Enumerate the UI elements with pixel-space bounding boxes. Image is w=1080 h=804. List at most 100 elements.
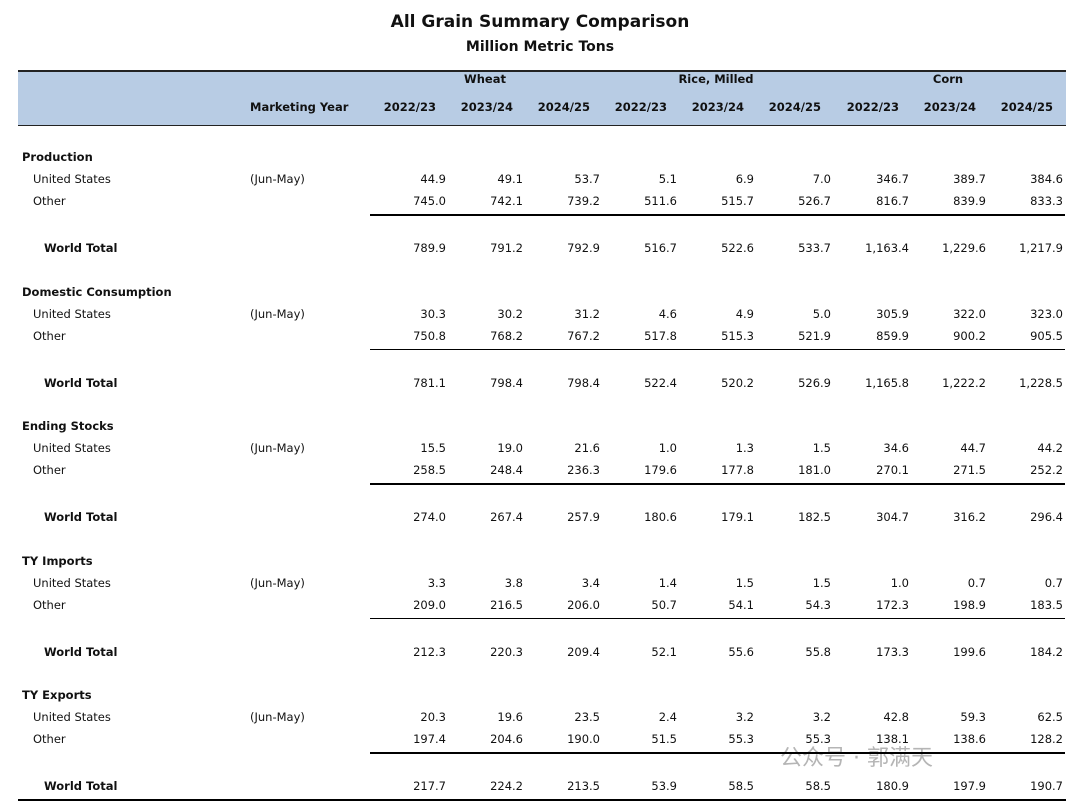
cell-value: 3.3 <box>427 575 446 590</box>
group-header: Corn <box>932 72 964 86</box>
cell-value: 384.6 <box>1030 172 1063 186</box>
cell-value: 1.5 <box>812 441 831 455</box>
cell-value: 62.5 <box>1037 710 1063 724</box>
cell-value: 1,163.4 <box>865 241 909 255</box>
cell-value: 258.5 <box>413 463 446 477</box>
cell-value: 53.7 <box>574 172 600 186</box>
cell-value: 517.8 <box>644 328 677 343</box>
section-title: TY Imports <box>22 553 93 568</box>
cell-value: 2.4 <box>658 710 677 724</box>
cell-value: 521.9 <box>798 328 831 343</box>
cell-value: 798.4 <box>567 375 600 390</box>
cell-value: 204.6 <box>490 732 523 746</box>
cell-value: 30.3 <box>420 306 446 321</box>
cell-value: 59.3 <box>960 710 986 724</box>
cell-value: 3.2 <box>735 710 754 724</box>
cell-value: 4.9 <box>735 306 754 321</box>
row-label: Other <box>33 463 66 477</box>
marketing-year: (Jun-May) <box>250 441 305 455</box>
cell-value: 0.7 <box>1044 575 1063 590</box>
header-band <box>18 70 1066 126</box>
cell-value: 177.8 <box>721 463 754 477</box>
cell-value: 199.6 <box>953 644 986 659</box>
cell-value: 516.7 <box>644 241 677 255</box>
cell-value: 257.9 <box>567 510 600 524</box>
cell-value: 520.2 <box>721 375 754 390</box>
cell-value: 3.8 <box>504 575 523 590</box>
row-label: World Total <box>44 241 118 255</box>
cell-value: 750.8 <box>413 328 446 343</box>
cell-value: 53.9 <box>651 779 677 793</box>
cell-value: 742.1 <box>490 194 523 208</box>
cell-value: 1.4 <box>658 575 677 590</box>
cell-value: 522.6 <box>721 241 754 255</box>
cell-value: 248.4 <box>490 463 523 477</box>
cell-value: 23.5 <box>574 710 600 724</box>
cell-value: 58.5 <box>805 779 831 793</box>
cell-value: 55.3 <box>728 732 754 746</box>
cell-value: 1.3 <box>735 441 754 455</box>
cell-value: 179.6 <box>644 463 677 477</box>
section-title: Production <box>22 150 93 164</box>
row-label: World Total <box>44 375 118 390</box>
cell-value: 511.6 <box>644 194 677 208</box>
column-header: 2022/23 <box>614 100 667 114</box>
cell-value: 304.7 <box>876 510 909 524</box>
group-header: Rice, Milled <box>678 72 754 86</box>
cell-value: 767.2 <box>567 328 600 343</box>
cell-value: 526.9 <box>798 375 831 390</box>
cell-value: 316.2 <box>953 510 986 524</box>
cell-value: 1.5 <box>812 575 831 590</box>
column-header: 2024/25 <box>537 100 590 114</box>
cell-value: 55.8 <box>805 644 831 659</box>
cell-value: 274.0 <box>413 510 446 524</box>
column-header: 2023/24 <box>691 100 744 114</box>
cell-value: 19.6 <box>497 710 523 724</box>
cell-value: 839.9 <box>953 194 986 208</box>
cell-value: 781.1 <box>413 375 446 390</box>
row-label: World Total <box>44 510 118 524</box>
cell-value: 197.4 <box>413 732 446 746</box>
cell-value: 30.2 <box>497 306 523 321</box>
column-header: 2023/24 <box>923 100 976 114</box>
row-label: United States <box>33 710 111 724</box>
cell-value: 58.5 <box>728 779 754 793</box>
subtotal-rule <box>370 483 1065 485</box>
cell-value: 181.0 <box>798 463 831 477</box>
cell-value: 209.0 <box>413 597 446 612</box>
section-title: Domestic Consumption <box>22 284 172 299</box>
cell-value: 216.5 <box>490 597 523 612</box>
cell-value: 209.4 <box>567 644 600 659</box>
row-label: Other <box>33 597 66 612</box>
cell-value: 55.6 <box>728 644 754 659</box>
cell-value: 745.0 <box>413 194 446 208</box>
cell-value: 15.5 <box>420 441 446 455</box>
cell-value: 19.0 <box>497 441 523 455</box>
cell-value: 859.9 <box>876 328 909 343</box>
column-header: 2022/23 <box>383 100 436 114</box>
cell-value: 183.5 <box>1030 597 1063 612</box>
cell-value: 34.6 <box>883 441 909 455</box>
row-label: World Total <box>44 779 118 793</box>
cell-value: 792.9 <box>567 241 600 255</box>
cell-value: 42.8 <box>883 710 909 724</box>
title: All Grain Summary Comparison <box>390 12 690 32</box>
cell-value: 5.1 <box>658 172 677 186</box>
bottom-rule <box>18 799 1066 801</box>
cell-value: 522.4 <box>644 375 677 390</box>
cell-value: 50.7 <box>651 597 677 612</box>
cell-value: 515.7 <box>721 194 754 208</box>
cell-value: 739.2 <box>567 194 600 208</box>
cell-value: 0.7 <box>967 575 986 590</box>
cell-value: 267.4 <box>490 510 523 524</box>
cell-value: 1.0 <box>658 441 677 455</box>
cell-value: 138.1 <box>876 732 909 746</box>
cell-value: 296.4 <box>1030 510 1063 524</box>
cell-value: 900.2 <box>953 328 986 343</box>
cell-value: 190.7 <box>1030 779 1063 793</box>
column-header: 2022/23 <box>846 100 899 114</box>
cell-value: 128.2 <box>1030 732 1063 746</box>
watermark: 公众号 · 郭满天 <box>780 746 933 771</box>
cell-value: 44.7 <box>960 441 986 455</box>
